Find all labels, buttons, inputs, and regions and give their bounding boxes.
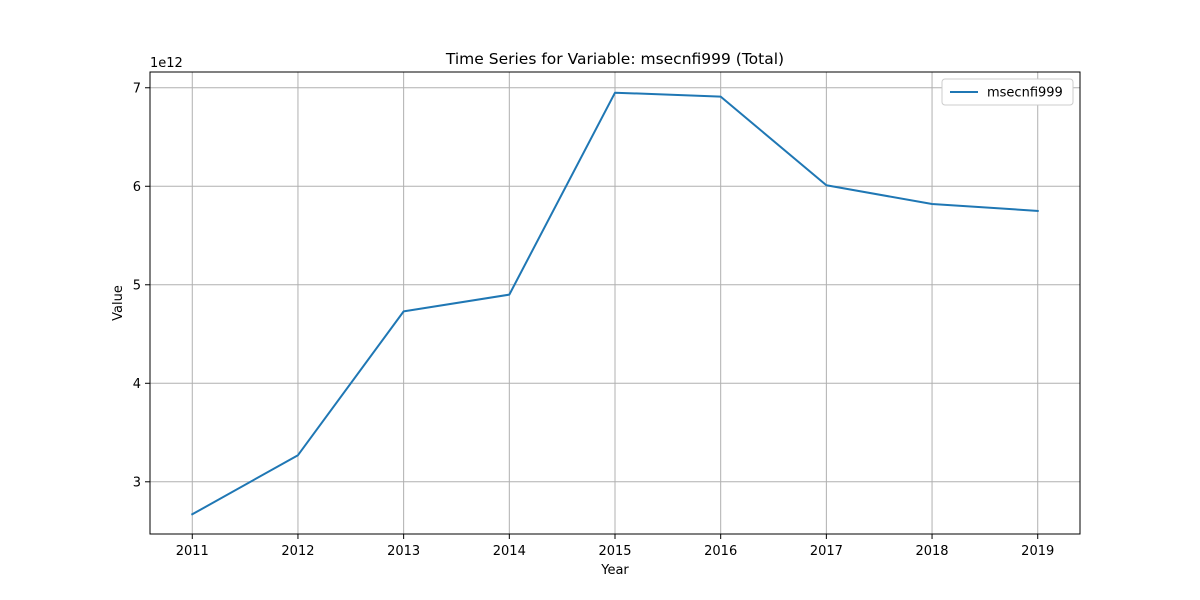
x-tick-label: 2019 bbox=[1021, 544, 1054, 559]
y-tick-label: 3 bbox=[133, 475, 141, 490]
legend: msecnfi999 bbox=[941, 78, 1074, 106]
x-tick-label: 2012 bbox=[281, 544, 314, 559]
x-tick-label: 2015 bbox=[598, 544, 631, 559]
x-tick-label: 2017 bbox=[810, 544, 843, 559]
y-tick-label: 6 bbox=[133, 180, 141, 195]
y-tick-label: 5 bbox=[133, 278, 141, 293]
y-tick-label: 7 bbox=[133, 81, 141, 96]
x-tick-label: 2011 bbox=[176, 544, 209, 559]
grid bbox=[150, 72, 1080, 534]
series-line-msecnfi999 bbox=[190, 91, 1039, 516]
y-axis-label: Value bbox=[111, 285, 126, 321]
legend-box bbox=[941, 78, 1074, 106]
chart-title: Time Series for Variable: msecnfi999 (To… bbox=[445, 50, 784, 68]
y-tick-label: 4 bbox=[133, 377, 141, 392]
x-tick-label: 2014 bbox=[493, 544, 526, 559]
y-axis-offset-label: 1e12 bbox=[150, 56, 183, 71]
x-tick-label: 2013 bbox=[387, 544, 420, 559]
x-tick-label: 2018 bbox=[915, 544, 948, 559]
x-axis-label: Year bbox=[600, 563, 629, 578]
y-axis-ticks: 3 4 5 6 7 bbox=[133, 81, 150, 490]
x-axis-ticks: 2011 2012 2013 2014 2015 2016 2017 2018 2019 bbox=[176, 534, 1054, 559]
legend-label-msecnfi999: msecnfi999 bbox=[987, 86, 1063, 101]
x-tick-label: 2016 bbox=[704, 544, 737, 559]
series-layer bbox=[190, 91, 1039, 516]
